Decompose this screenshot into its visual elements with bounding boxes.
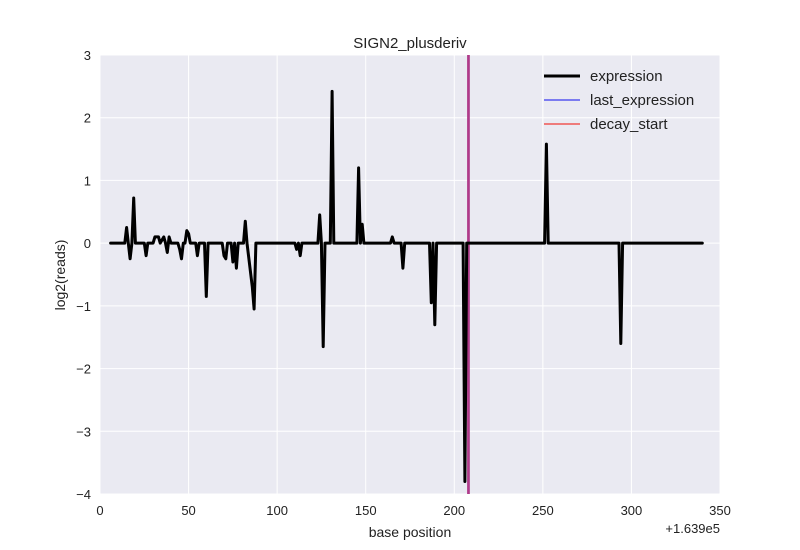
- legend: expression last_expression decay_start: [544, 68, 694, 133]
- x-tick-label: 200: [443, 503, 465, 518]
- x-axis-label: base position: [369, 524, 452, 540]
- grid-lines: [99, 54, 721, 495]
- y-tick-label: −2: [76, 362, 91, 377]
- legend-label-expression: expression: [590, 68, 663, 85]
- x-tick-label: 50: [181, 503, 195, 518]
- y-tick-label: 2: [84, 111, 91, 126]
- x-tick-label: 250: [532, 503, 554, 518]
- x-tick-label: 350: [709, 503, 731, 518]
- legend-label-last-expression: last_expression: [590, 92, 694, 109]
- x-offset-label: +1.639e5: [665, 521, 720, 536]
- y-tick-labels: −4 −3 −2 −1 0 1 2 3: [76, 48, 91, 502]
- y-tick-label: −1: [76, 299, 91, 314]
- y-tick-label: −3: [76, 424, 91, 439]
- y-tick-label: −4: [76, 487, 91, 502]
- y-axis-label: log2(reads): [52, 240, 68, 311]
- y-tick-label: 1: [84, 173, 91, 188]
- expression-series-line: [109, 89, 704, 483]
- legend-label-decay-start: decay_start: [590, 116, 668, 133]
- chart-title: SIGN2_plusderiv: [353, 35, 467, 52]
- x-tick-labels: 0 50 100 150 200 250 300 350: [96, 503, 730, 518]
- x-tick-label: 150: [355, 503, 377, 518]
- plot-background: [100, 55, 720, 494]
- x-tick-label: 300: [621, 503, 643, 518]
- x-tick-label: 100: [266, 503, 288, 518]
- x-tick-label: 0: [96, 503, 103, 518]
- y-tick-label: 3: [84, 48, 91, 63]
- y-tick-label: 0: [84, 236, 91, 251]
